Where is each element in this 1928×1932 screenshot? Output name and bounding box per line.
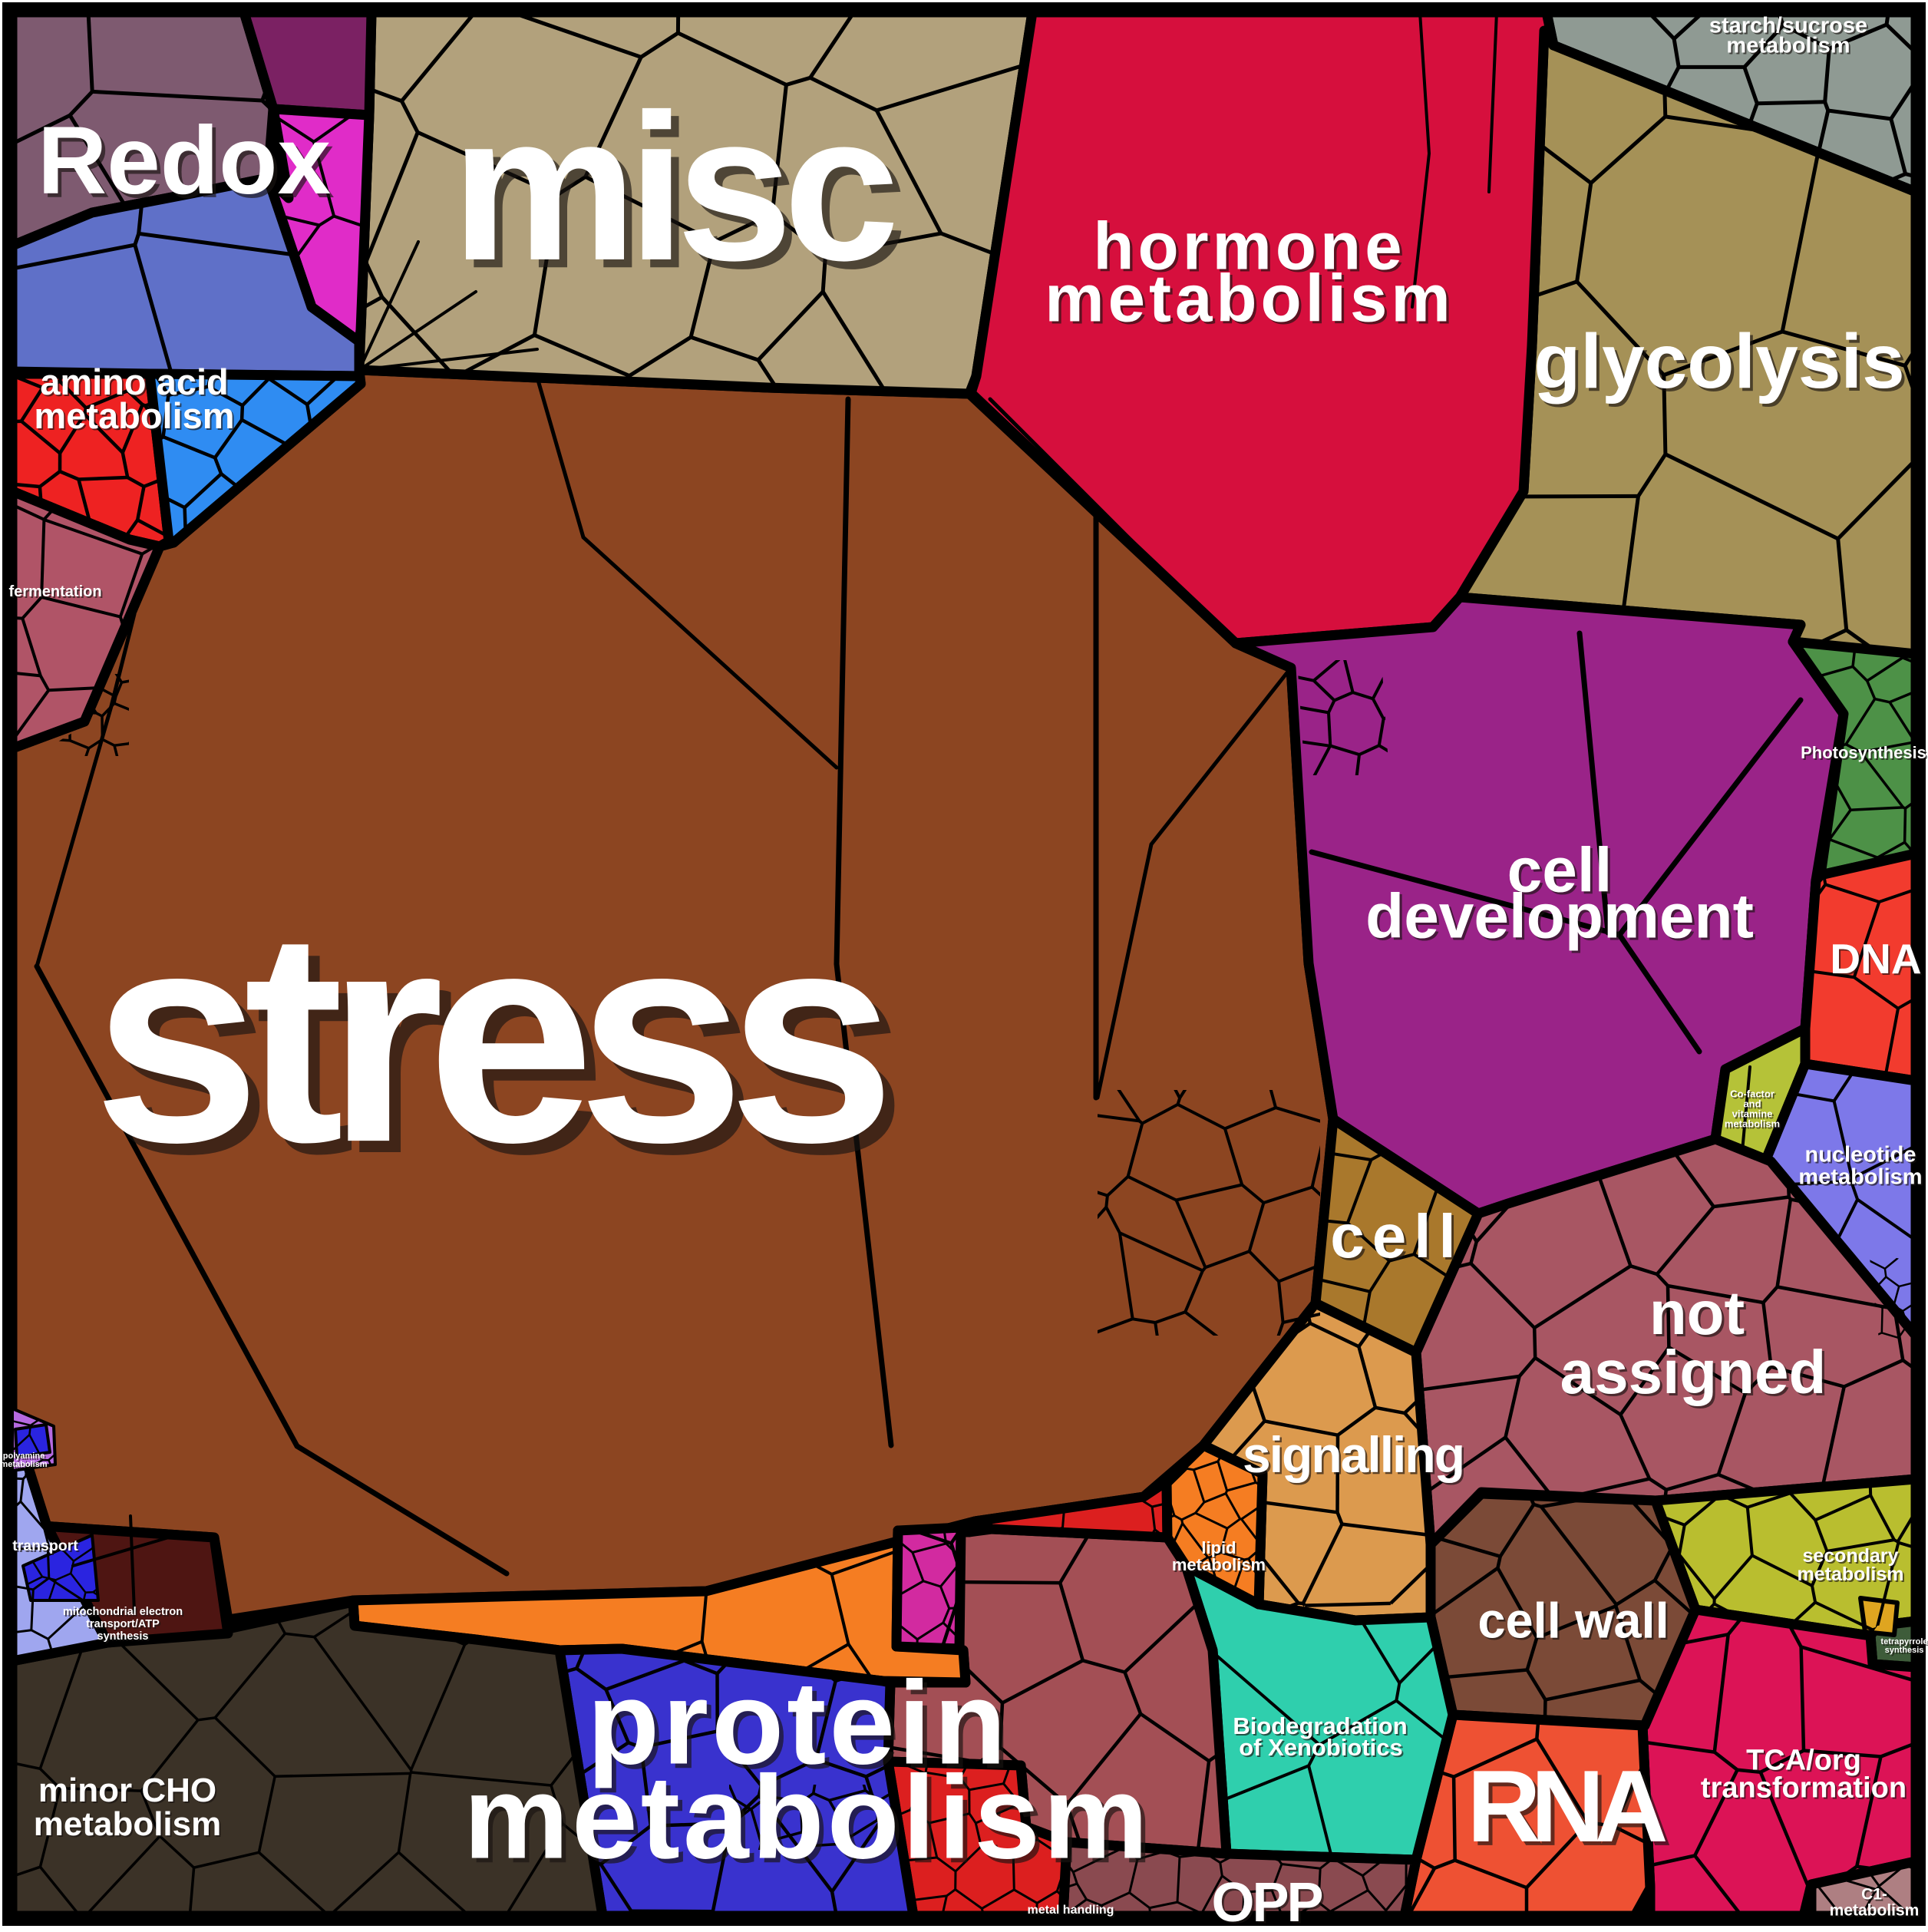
- svg-text:glycolysis: glycolysis: [1533, 319, 1905, 405]
- svg-text:metabolism: metabolism: [34, 1805, 222, 1843]
- svg-text:synthesis: synthesis: [97, 1630, 149, 1643]
- svg-text:OPP: OPP: [1211, 1872, 1322, 1928]
- svg-text:misc: misc: [451, 71, 894, 304]
- svg-text:cell: cell: [1330, 1202, 1463, 1270]
- svg-text:development: development: [1365, 882, 1754, 952]
- svg-text:metabolism: metabolism: [34, 395, 234, 436]
- svg-text:metabolism: metabolism: [1798, 1564, 1904, 1585]
- svg-text:mitochondrial electron: mitochondrial electron: [63, 1606, 183, 1618]
- svg-text:Redox: Redox: [38, 107, 331, 214]
- svg-text:metal handling: metal handling: [1028, 1904, 1114, 1917]
- svg-text:metabolism: metabolism: [1830, 1902, 1920, 1920]
- svg-text:metabolism: metabolism: [1798, 1164, 1922, 1189]
- svg-text:assigned: assigned: [1560, 1338, 1827, 1406]
- svg-text:of Xenobiotics: of Xenobiotics: [1239, 1734, 1403, 1761]
- svg-text:metabolism: metabolism: [0, 1460, 47, 1469]
- svg-text:RNA: RNA: [1467, 1750, 1666, 1864]
- svg-text:metabolism: metabolism: [464, 1751, 1151, 1883]
- svg-text:minor CHO: minor CHO: [38, 1772, 216, 1809]
- svg-text:metabolism: metabolism: [1726, 33, 1850, 58]
- svg-text:cell wall: cell wall: [1477, 1592, 1669, 1648]
- svg-text:transport: transport: [12, 1537, 78, 1554]
- svg-text:transport/ATP: transport/ATP: [86, 1618, 160, 1630]
- svg-text:signalling: signalling: [1243, 1426, 1464, 1483]
- svg-text:nucleotide: nucleotide: [1804, 1142, 1916, 1167]
- svg-text:C1-: C1-: [1861, 1886, 1887, 1904]
- svg-text:synthesis: synthesis: [1885, 1646, 1924, 1655]
- svg-text:metabolism: metabolism: [1725, 1118, 1780, 1130]
- svg-text:not: not: [1649, 1279, 1745, 1347]
- svg-text:stress: stress: [93, 869, 883, 1205]
- svg-text:metabolism: metabolism: [1172, 1555, 1266, 1574]
- svg-text:metabolism: metabolism: [1045, 261, 1454, 335]
- svg-text:DNA: DNA: [1830, 935, 1921, 983]
- svg-text:transformation: transformation: [1701, 1772, 1907, 1805]
- svg-text:fermentation: fermentation: [8, 583, 101, 600]
- svg-text:Photosynthesis: Photosynthesis: [1801, 743, 1926, 762]
